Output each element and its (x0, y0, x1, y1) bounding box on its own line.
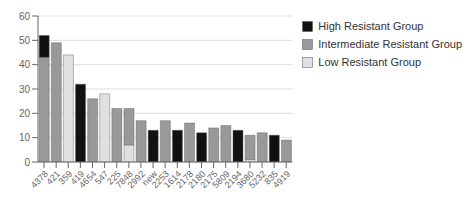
svg-text:7848: 7848 (113, 168, 135, 191)
svg-text:50: 50 (19, 35, 31, 46)
svg-text:2180: 2180 (186, 168, 208, 191)
svg-text:4919: 4919 (271, 169, 292, 190)
svg-text:20: 20 (19, 108, 31, 119)
html-text:High Resistant Group: High Resistant Group (318, 20, 424, 32)
svg-text:1614: 1614 (162, 168, 184, 191)
svg-text:835: 835 (262, 168, 281, 187)
svg-text:421: 421 (44, 168, 63, 187)
svg-text:30: 30 (19, 84, 31, 95)
svg-text:359: 359 (56, 168, 75, 187)
svg-text:2992: 2992 (125, 168, 147, 191)
svg-text:547: 547 (92, 168, 111, 187)
svg-text:419: 419 (68, 168, 87, 187)
svg-text:0: 0 (24, 157, 30, 168)
svg-text:2178: 2178 (174, 168, 196, 191)
svg-text:60: 60 (19, 11, 31, 22)
svg-text:2175: 2175 (198, 168, 220, 191)
html-text:Low Resistant Group: Low Resistant Group (318, 56, 421, 68)
svg-text:40: 40 (19, 59, 31, 70)
svg-text:4378: 4378 (28, 168, 50, 191)
svg-text:2253: 2253 (149, 168, 172, 191)
svg-text:4654: 4654 (77, 168, 99, 191)
svg-text:2194: 2194 (222, 168, 244, 191)
html-text:Intermediate Resistant Group: Intermediate Resistant Group (318, 38, 462, 50)
svg-text:3680: 3680 (234, 168, 256, 191)
svg-text:new: new (140, 168, 159, 188)
svg-text:10: 10 (19, 132, 31, 143)
svg-text:5232: 5232 (246, 168, 268, 191)
svg-text:5809: 5809 (210, 168, 232, 191)
svg-text:225: 225 (104, 168, 123, 187)
